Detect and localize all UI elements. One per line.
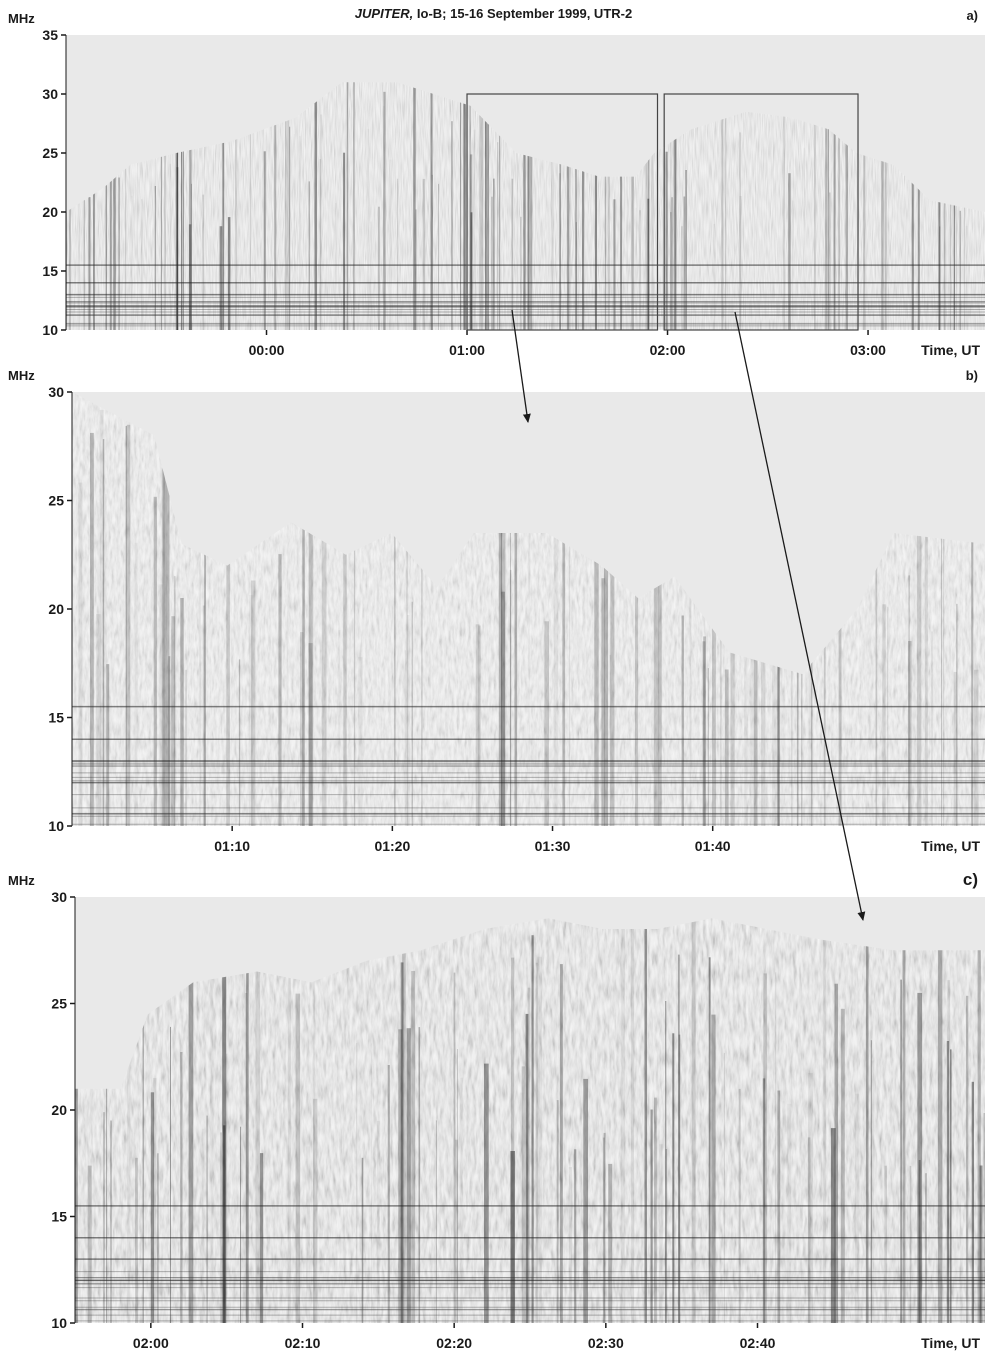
panel-a: 10 15 20 25 30 35 MHz 00:00 01:00 02:00 03:00 Time,… <box>8 8 985 358</box>
panel-c-y-label: MHz <box>8 873 35 888</box>
title-object: JUPITER, <box>354 6 414 21</box>
x-tick-label: 02:40 <box>740 1335 776 1351</box>
y-tick-label: 25 <box>48 493 64 509</box>
y-tick-label: 20 <box>51 1102 67 1118</box>
y-tick-label: 15 <box>48 710 64 726</box>
x-tick-label: 02:30 <box>588 1335 624 1351</box>
panel-a-x-label: Time, UT <box>921 342 980 358</box>
y-tick-label: 15 <box>51 1209 67 1225</box>
y-tick-label: 25 <box>42 145 58 161</box>
x-tick-label: 02:10 <box>285 1335 321 1351</box>
x-tick-label: 00:00 <box>249 342 285 358</box>
panel-c-label: c) <box>963 870 978 889</box>
x-tick-label: 01:20 <box>374 838 410 854</box>
panel-a-y-label: MHz <box>8 11 35 26</box>
panel-b: 10 15 20 25 30 MHz 01:10 01:20 01:30 01:40 Time, U… <box>8 368 985 854</box>
y-tick-label: 30 <box>42 86 58 102</box>
y-tick-label: 30 <box>51 889 67 905</box>
panel-c-x-label: Time, UT <box>921 1335 980 1351</box>
arrow-to-panel-b <box>511 309 531 423</box>
panel-a-label: a) <box>966 8 978 23</box>
x-tick-label: 02:00 <box>133 1335 169 1351</box>
x-tick-label: 01:00 <box>449 342 485 358</box>
y-tick-label: 20 <box>48 601 64 617</box>
panel-b-label: b) <box>966 368 978 383</box>
y-tick-label: 15 <box>42 263 58 279</box>
x-tick-label: 02:00 <box>650 342 686 358</box>
panel-c: 10 15 20 25 30 MHz 02:00 02:10 02:20 02:30 02:40 Ti… <box>8 870 985 1351</box>
zoom-box-1 <box>466 93 659 331</box>
x-tick-label: 01:40 <box>695 838 731 854</box>
figure-title: JUPITER, Io-B; 15-16 September 1999, UTR… <box>0 6 987 21</box>
y-tick-label: 20 <box>42 204 58 220</box>
panel-c-spectrogram-texture <box>75 918 985 1323</box>
panel-b-x-label: Time, UT <box>921 838 980 854</box>
arrow-to-panel-c <box>734 311 866 921</box>
y-tick-label: 25 <box>51 996 67 1012</box>
y-tick-label: 35 <box>42 27 58 43</box>
y-tick-label: 10 <box>42 322 58 338</box>
y-tick-label: 30 <box>48 384 64 400</box>
x-tick-label: 03:00 <box>850 342 886 358</box>
x-tick-label: 02:20 <box>436 1335 472 1351</box>
y-tick-label: 10 <box>51 1315 67 1331</box>
title-rest: Io-B; 15-16 September 1999, UTR-2 <box>413 6 633 21</box>
panel-b-y-label: MHz <box>8 368 35 383</box>
y-tick-label: 10 <box>48 818 64 834</box>
x-tick-label: 01:10 <box>214 838 250 854</box>
zoom-box-2 <box>663 93 859 331</box>
x-tick-label: 01:30 <box>535 838 571 854</box>
